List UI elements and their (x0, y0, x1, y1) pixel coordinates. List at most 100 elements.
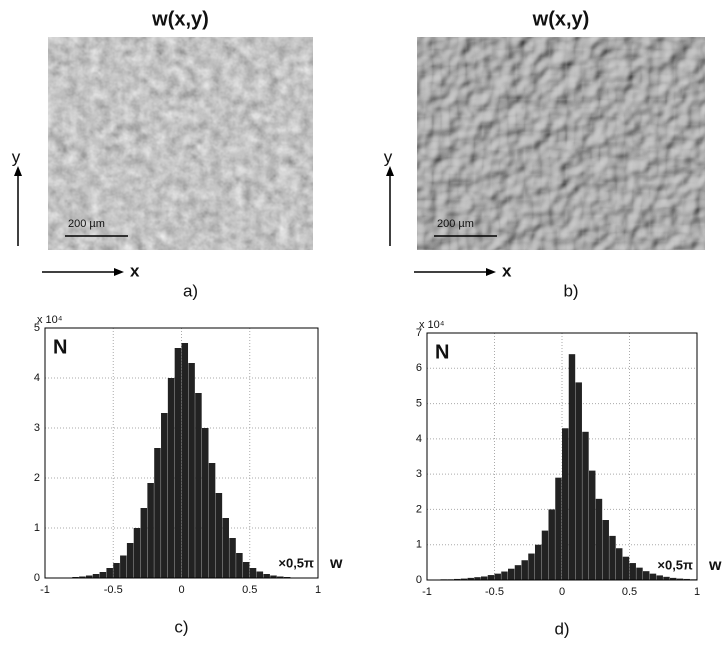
bar (542, 531, 548, 580)
arrow-head (386, 166, 394, 176)
scale-bar-label: 200 µm (68, 218, 105, 230)
bar (161, 413, 168, 578)
panel-title: w(x,y) (532, 8, 590, 30)
x-tick-label: -1 (40, 584, 50, 596)
y-axis-label: N (435, 341, 449, 363)
bar (623, 557, 629, 580)
bar (93, 574, 100, 578)
bar (562, 428, 568, 580)
bar (643, 571, 649, 580)
bar (243, 562, 250, 578)
bar (182, 343, 189, 578)
axis-label: y (12, 147, 21, 166)
bar (650, 574, 656, 580)
x-tick-label: -0.5 (104, 584, 123, 596)
bar (134, 528, 141, 578)
bar (175, 348, 182, 578)
bar (195, 393, 202, 578)
arrow-head (14, 166, 22, 176)
bar (528, 554, 534, 580)
x-tick-label: 0.5 (242, 584, 257, 596)
x-tick-label: 0 (559, 586, 565, 598)
bar (508, 569, 514, 580)
caption: d) (554, 619, 569, 638)
y-tick-label: 2 (34, 472, 40, 484)
bar (515, 565, 521, 580)
bar (100, 572, 107, 578)
bar (188, 363, 195, 578)
bar (263, 574, 270, 578)
annotation: ×0,5π (278, 555, 314, 570)
y-tick-label: 2 (416, 503, 422, 515)
x-axis-label: w (329, 555, 343, 572)
bar (616, 548, 622, 580)
caption: a) (183, 281, 198, 300)
y-axis-label: N (53, 336, 67, 358)
y-tick-label: 6 (416, 362, 422, 374)
bar (596, 499, 602, 580)
bar (106, 568, 113, 578)
bar (250, 568, 257, 578)
bar (216, 493, 223, 578)
y-multiplier: x 10⁴ (37, 314, 63, 326)
bar (582, 432, 588, 580)
axis-label: y (384, 147, 393, 166)
scale-bar-label: 200 µm (437, 218, 474, 230)
y-tick-label: 3 (416, 468, 422, 480)
bar (549, 509, 555, 580)
bar (495, 574, 501, 580)
y-tick-label: 4 (34, 372, 40, 384)
axis-label: x (502, 261, 512, 280)
y-tick-label: 0 (416, 574, 422, 586)
panel-title: w(x,y) (151, 8, 209, 30)
bar (603, 520, 609, 580)
x-axis-label: w (708, 557, 722, 574)
y-tick-label: 3 (34, 422, 40, 434)
bar (589, 471, 595, 580)
bar (236, 553, 243, 578)
bar (501, 572, 507, 580)
bar (229, 538, 236, 578)
bar (576, 382, 582, 580)
y-multiplier: x 10⁴ (419, 319, 445, 331)
bar (488, 575, 494, 580)
annotation: ×0,5π (657, 557, 693, 572)
bar (222, 518, 229, 578)
bar (120, 556, 127, 579)
bar (141, 508, 148, 578)
x-tick-label: 1 (315, 584, 321, 596)
y-tick-label: 1 (416, 539, 422, 551)
bar (154, 448, 161, 578)
x-tick-label: 0.5 (622, 586, 637, 598)
bar (147, 483, 154, 578)
bar (657, 575, 663, 580)
axis-label: x (130, 261, 140, 280)
y-tick-label: 4 (416, 433, 422, 445)
y-tick-label: 1 (34, 522, 40, 534)
bar (202, 428, 209, 578)
bar (535, 545, 541, 580)
x-tick-label: 1 (694, 586, 700, 598)
bar (609, 536, 615, 580)
bar (555, 478, 561, 580)
bar (636, 568, 642, 580)
x-tick-label: 0 (178, 584, 184, 596)
bar (113, 563, 120, 578)
bar (257, 572, 264, 579)
bar (209, 463, 216, 578)
bar (168, 378, 175, 578)
y-tick-label: 5 (416, 397, 422, 409)
bar (481, 576, 487, 580)
y-tick-label: 0 (34, 572, 40, 584)
bar (522, 560, 528, 580)
caption: b) (563, 281, 578, 300)
arrow-head (486, 268, 496, 276)
bar (569, 354, 575, 580)
x-tick-label: -0.5 (485, 586, 504, 598)
caption: c) (174, 617, 188, 636)
x-tick-label: -1 (422, 586, 432, 598)
bar (127, 543, 134, 578)
bar (630, 563, 636, 580)
arrow-head (114, 268, 124, 276)
